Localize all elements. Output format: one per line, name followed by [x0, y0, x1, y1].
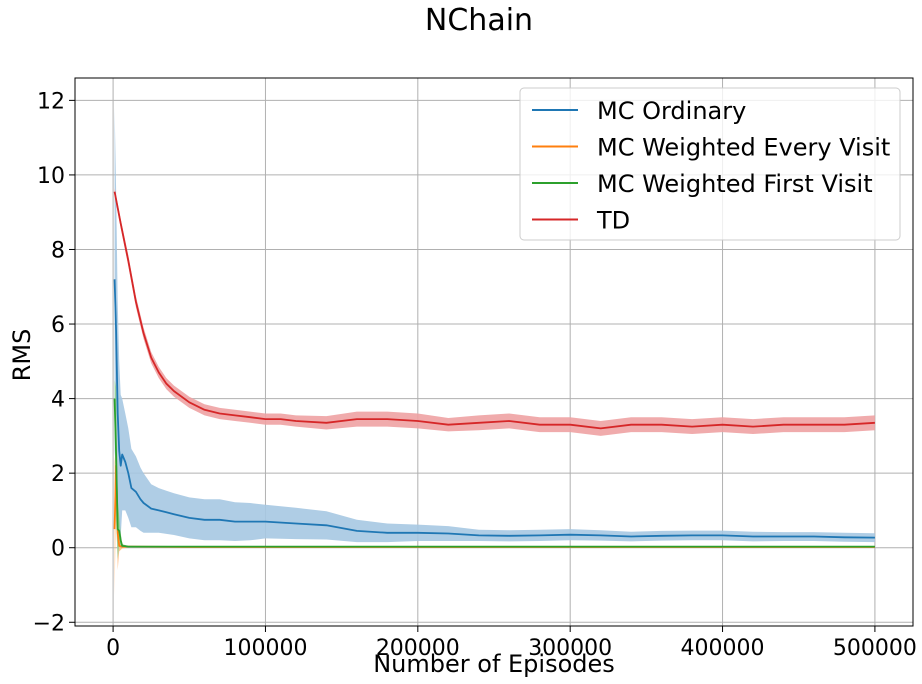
confidence-bands — [114, 107, 875, 597]
y-tick-label: 2 — [51, 462, 65, 487]
series-line-2 — [113, 398, 875, 548]
x-tick-label: 400000 — [681, 636, 765, 661]
y-tick-label: −2 — [33, 611, 65, 636]
y-tick-label: 6 — [51, 313, 65, 338]
chart-title: NChain — [425, 3, 533, 38]
legend-frame — [519, 87, 901, 241]
legend-label-3: TD — [596, 207, 630, 235]
series-line-3 — [113, 191, 875, 430]
series-line-0 — [113, 279, 875, 539]
plot-area-frame — [74, 77, 914, 627]
y-tick-label: 12 — [37, 89, 65, 114]
y-tick-label: 10 — [37, 164, 65, 189]
y-axis-ticks: −2 0 2 4 6 8 10 12 — [33, 89, 75, 636]
legend-label-1: MC Weighted Every Visit — [597, 134, 890, 162]
x-tick-label: 200000 — [376, 636, 460, 661]
y-tick-label: 4 — [51, 388, 65, 413]
series-band-0 — [114, 107, 875, 543]
series-lines — [113, 191, 875, 548]
y-tick-label: 0 — [51, 537, 65, 562]
legend: MC Ordinary MC Weighted Every Visit MC Wei… — [519, 87, 901, 241]
y-axis-label: RMS — [8, 329, 36, 382]
x-axis-ticks: 0 100000 200000 300000 400000 500000 — [106, 626, 917, 661]
x-tick-label: 500000 — [833, 636, 917, 661]
legend-label-2: MC Weighted First Visit — [597, 170, 873, 198]
x-axis-label: Number of Episodes — [373, 650, 615, 678]
y-tick-label: 8 — [51, 238, 65, 263]
x-tick-label: 300000 — [528, 636, 612, 661]
legend-label-0: MC Ordinary — [597, 97, 746, 125]
x-tick-label: 100000 — [223, 636, 307, 661]
x-tick-label: 0 — [106, 636, 120, 661]
